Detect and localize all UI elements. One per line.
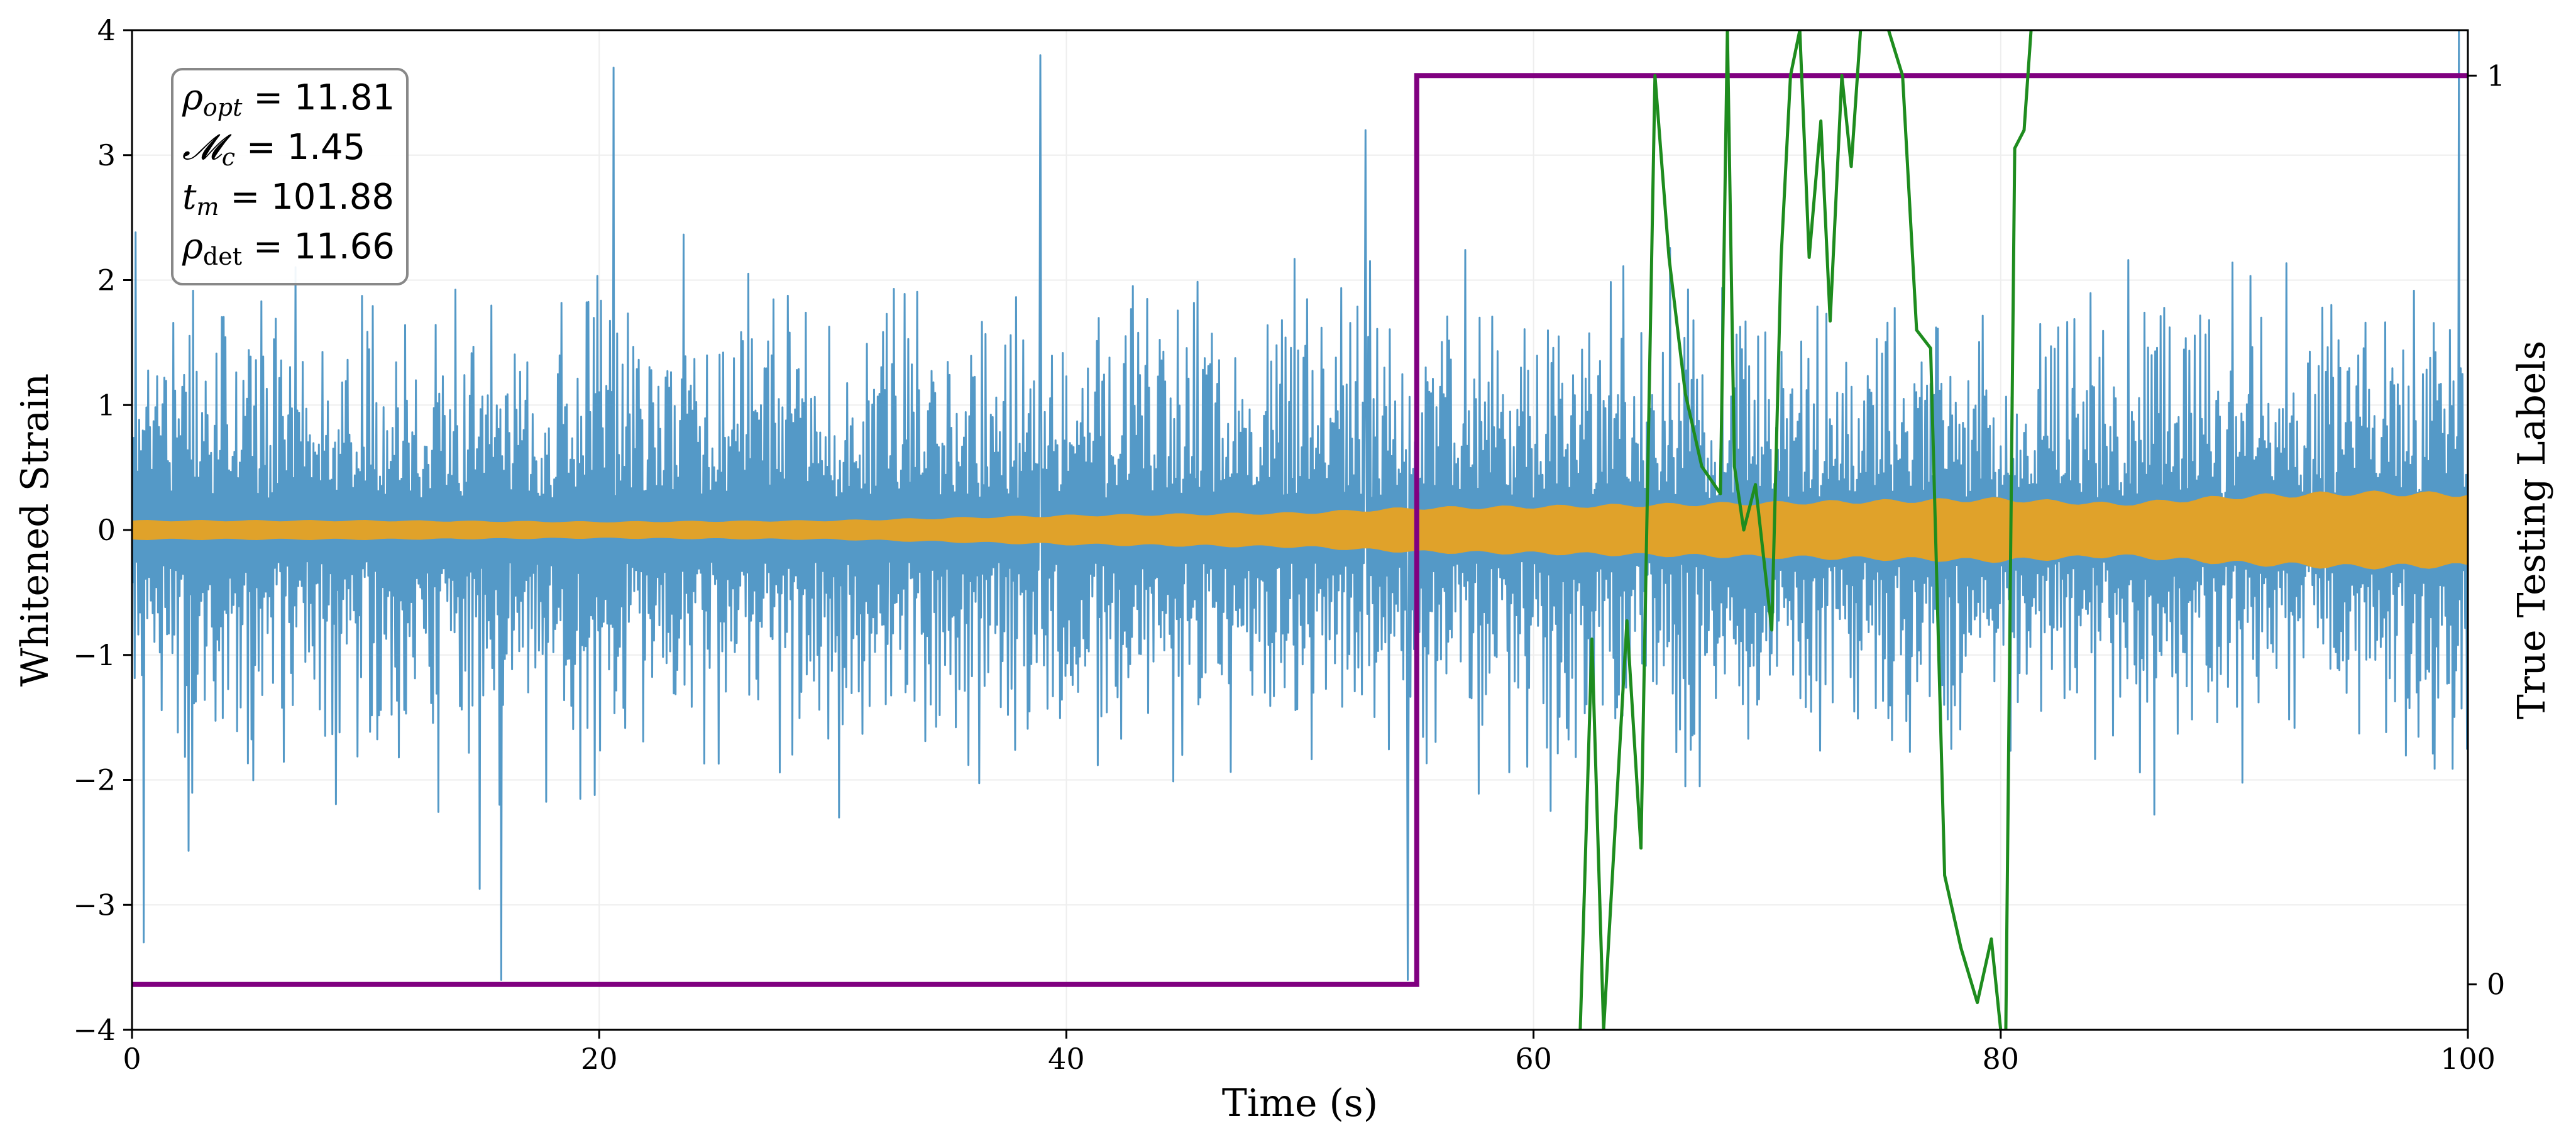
x-tick-label: 60	[1515, 1042, 1552, 1076]
y-tick-label: 4	[97, 13, 116, 47]
y-tick-label: −1	[73, 638, 116, 672]
y-tick-label: −4	[73, 1013, 116, 1047]
y-axis-ticks: −4 −3 −2 −1 0 1 2 3 4	[73, 13, 132, 1047]
rho-opt-line: ρopt = 11.81	[182, 77, 395, 122]
x-axis-ticks: 0 20 40 60 80 100	[123, 1030, 2496, 1076]
x-tick-label: 20	[581, 1042, 618, 1076]
chirp-mass-line: 𝓜c = 1.45	[182, 127, 366, 172]
y-tick-label: 3	[97, 138, 116, 172]
x-tick-label: 80	[1983, 1042, 2020, 1076]
rho-det-line: ρdet = 11.66	[182, 226, 395, 271]
merger-time-value: 101.88	[271, 177, 395, 218]
y2-tick-label: 0	[2487, 968, 2505, 1002]
rho-opt-value: 11.81	[294, 77, 395, 118]
y-tick-label: −2	[73, 763, 116, 797]
rho-det-value: 11.66	[294, 226, 395, 267]
merger-time-line: tm = 101.88	[182, 177, 395, 221]
y-tick-label: 2	[97, 263, 116, 297]
series-true-label	[132, 73, 2468, 987]
x-axis-label: Time (s)	[1222, 1081, 1378, 1125]
annotation-box: ρopt = 11.81 𝓜c = 1.45 tm = 101.88 ρdet …	[171, 68, 409, 285]
y2-axis-label: True Testing Labels	[2510, 341, 2554, 720]
x-tick-label: 40	[1048, 1042, 1085, 1076]
series-model-prediction	[1578, 30, 2033, 1030]
x-tick-label: 0	[123, 1042, 141, 1076]
series-signal-envelope	[132, 490, 2468, 570]
plot-area	[132, 30, 2468, 1030]
y-tick-label: 1	[97, 388, 116, 422]
y-tick-label: −3	[73, 888, 116, 922]
chirp-mass-value: 1.45	[287, 127, 366, 168]
x-tick-label: 100	[2440, 1042, 2496, 1076]
y2-tick-label: 1	[2487, 58, 2505, 92]
y-axis-label: Whitened Strain	[13, 373, 57, 687]
y2-axis-ticks: 01	[2468, 58, 2505, 1002]
y-tick-label: 0	[97, 513, 116, 547]
